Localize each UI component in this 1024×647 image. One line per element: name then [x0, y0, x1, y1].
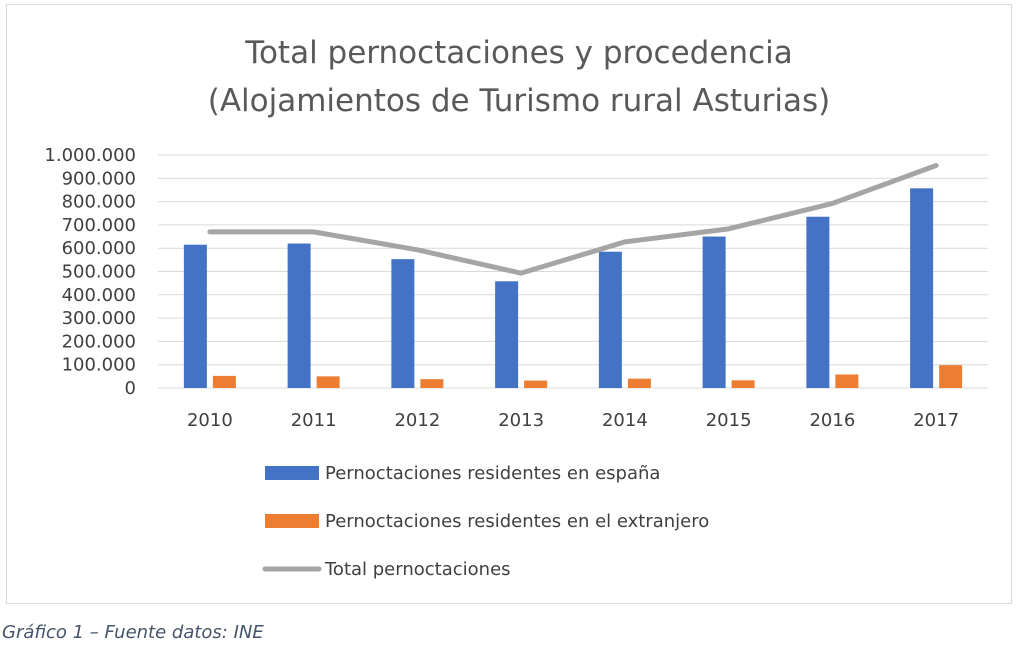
bar-residentes-extranjero: [627, 378, 651, 388]
x-tick-label: 2016: [809, 410, 855, 431]
total-line: [207, 162, 939, 276]
bar-residentes-extranjero: [939, 365, 963, 388]
legend-label: Pernoctaciones residentes en españa: [325, 463, 660, 484]
y-tick-label: 400.000: [62, 285, 136, 306]
x-tick-label: 2017: [913, 410, 959, 431]
x-tick-label: 2014: [602, 410, 648, 431]
chart-title: Total pernoctaciones y procedencia (Aloj…: [208, 35, 831, 119]
chart-frame: Total pernoctaciones y procedencia (Aloj…: [6, 4, 1012, 604]
legend-label: Pernoctaciones residentes en el extranje…: [325, 511, 709, 532]
chart-title-line-2: (Alojamientos de Turismo rural Asturias): [208, 83, 831, 119]
y-tick-label: 900.000: [62, 168, 136, 189]
y-tick-label: 500.000: [62, 262, 136, 283]
chart-title-line-1: Total pernoctaciones y procedencia: [244, 35, 792, 71]
bar-residentes-extranjero: [524, 380, 548, 388]
y-tick-label: 700.000: [62, 215, 136, 236]
bar-residentes-espana: [910, 188, 934, 388]
bar-residentes-extranjero: [731, 380, 755, 388]
y-tick-label: 300.000: [62, 308, 136, 329]
y-tick-label: 0: [125, 378, 136, 399]
x-tick-label: 2010: [187, 410, 233, 431]
y-tick-label: 200.000: [62, 331, 136, 352]
legend-label: Total pernoctaciones: [324, 559, 511, 580]
y-tick-label: 1.000.000: [44, 145, 136, 166]
y-tick-label: 800.000: [62, 192, 136, 213]
bar-residentes-extranjero: [420, 379, 444, 388]
bar-residentes-espana: [495, 281, 519, 388]
bar-residentes-espana: [598, 251, 622, 388]
legend: Pernoctaciones residentes en españa Perno…: [262, 463, 709, 580]
figure-caption: Gráfico 1 – Fuente datos: INE: [2, 622, 264, 643]
legend-swatch: [265, 514, 319, 528]
x-tick-label: 2012: [394, 410, 440, 431]
y-tick-label: 600.000: [62, 238, 136, 259]
legend-swatch: [265, 466, 319, 480]
y-tick-label: 100.000: [62, 355, 136, 376]
bar-residentes-espana: [806, 216, 830, 388]
bar-residentes-espana: [702, 236, 726, 388]
bar-residentes-espana: [287, 243, 311, 388]
bars: [183, 188, 963, 388]
bar-residentes-espana: [183, 244, 207, 388]
chart-svg: Total pernoctaciones y procedencia (Aloj…: [44, 35, 988, 580]
bar-residentes-espana: [391, 259, 415, 388]
bar-residentes-extranjero: [212, 375, 236, 388]
bar-residentes-extranjero: [316, 376, 340, 388]
x-tick-label: 2013: [498, 410, 544, 431]
series-line-total: [207, 162, 939, 276]
bar-residentes-extranjero: [835, 374, 859, 388]
x-axis-ticks: 2010 2011 2012 2013 2014 2015 2016 2017: [187, 410, 959, 431]
x-tick-label: 2011: [291, 410, 337, 431]
x-tick-label: 2015: [706, 410, 752, 431]
